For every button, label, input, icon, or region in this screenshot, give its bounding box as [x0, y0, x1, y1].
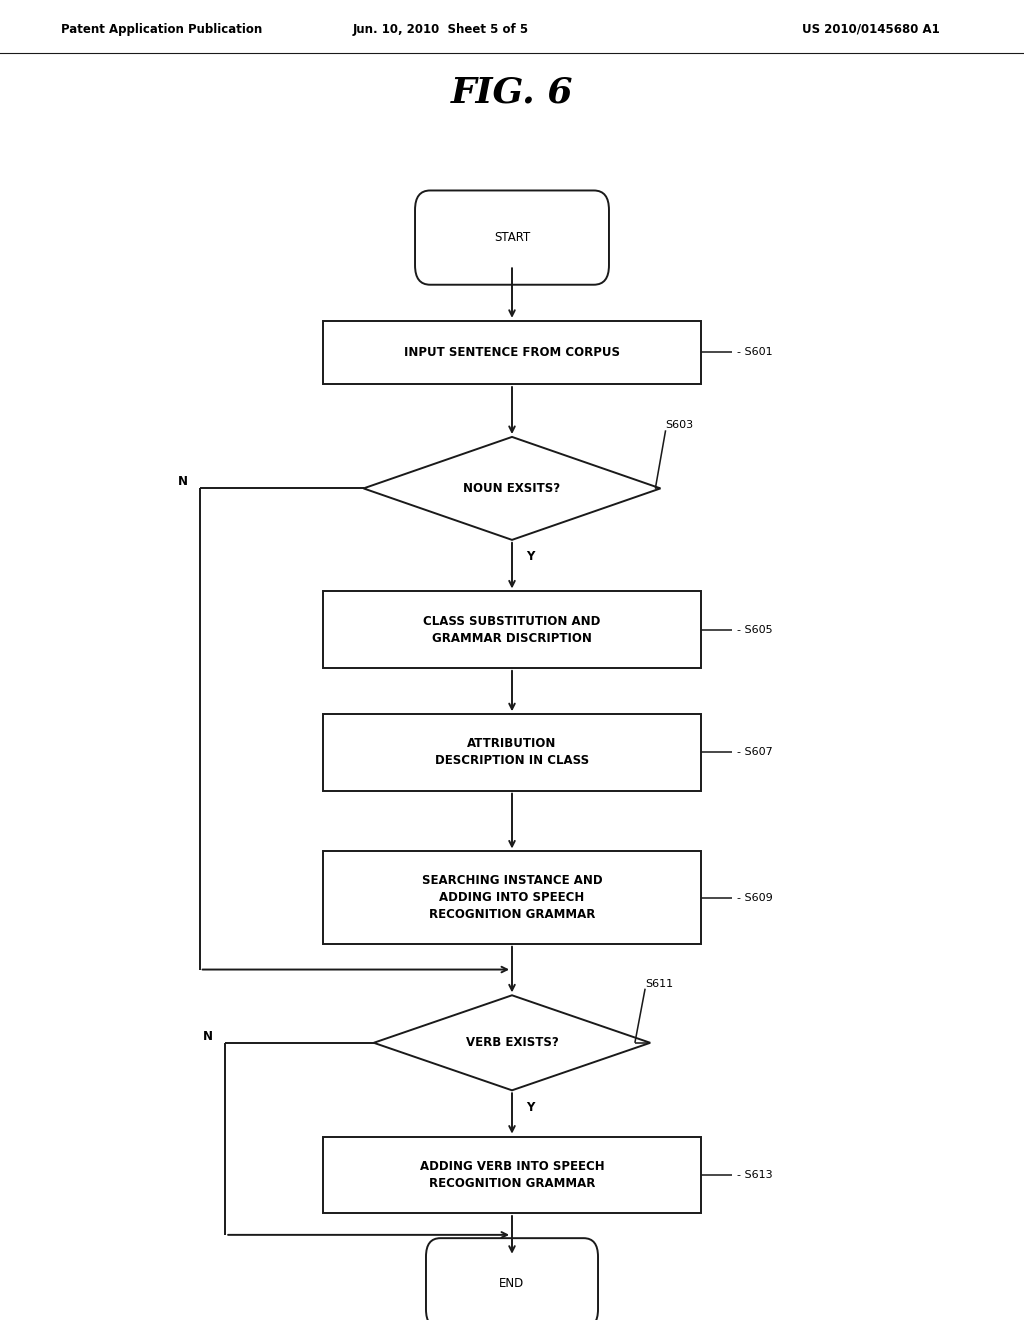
Text: Y: Y: [526, 1101, 535, 1114]
Polygon shape: [374, 995, 650, 1090]
Text: N: N: [203, 1030, 213, 1043]
Text: Y: Y: [526, 550, 535, 564]
Text: N: N: [177, 475, 187, 488]
Text: - S613: - S613: [737, 1170, 773, 1180]
Text: SEARCHING INSTANCE AND
ADDING INTO SPEECH
RECOGNITION GRAMMAR: SEARCHING INSTANCE AND ADDING INTO SPEEC…: [422, 874, 602, 921]
FancyBboxPatch shape: [415, 190, 609, 285]
Text: - S609: - S609: [737, 892, 773, 903]
Bar: [323, 591, 701, 668]
Bar: [323, 1137, 701, 1213]
Text: INPUT SENTENCE FROM CORPUS: INPUT SENTENCE FROM CORPUS: [404, 346, 620, 359]
Text: START: START: [494, 231, 530, 244]
FancyBboxPatch shape: [426, 1238, 598, 1320]
Text: END: END: [500, 1276, 524, 1290]
Text: US 2010/0145680 A1: US 2010/0145680 A1: [802, 22, 939, 36]
Text: S611: S611: [645, 978, 673, 989]
Text: NOUN EXSITS?: NOUN EXSITS?: [464, 482, 560, 495]
Polygon shape: [364, 437, 660, 540]
Bar: [323, 851, 701, 944]
Text: S603: S603: [666, 420, 693, 430]
Text: - S605: - S605: [737, 624, 773, 635]
Text: VERB EXISTS?: VERB EXISTS?: [466, 1036, 558, 1049]
Text: ATTRIBUTION
DESCRIPTION IN CLASS: ATTRIBUTION DESCRIPTION IN CLASS: [435, 738, 589, 767]
Bar: [323, 714, 701, 791]
Text: - S607: - S607: [737, 747, 773, 758]
Text: Patent Application Publication: Patent Application Publication: [61, 22, 263, 36]
Text: - S601: - S601: [737, 347, 773, 358]
Text: FIG. 6: FIG. 6: [451, 75, 573, 110]
Text: CLASS SUBSTITUTION AND
GRAMMAR DISCRIPTION: CLASS SUBSTITUTION AND GRAMMAR DISCRIPTI…: [423, 615, 601, 644]
Text: Jun. 10, 2010  Sheet 5 of 5: Jun. 10, 2010 Sheet 5 of 5: [352, 22, 528, 36]
Bar: [323, 321, 701, 384]
Text: ADDING VERB INTO SPEECH
RECOGNITION GRAMMAR: ADDING VERB INTO SPEECH RECOGNITION GRAM…: [420, 1160, 604, 1189]
